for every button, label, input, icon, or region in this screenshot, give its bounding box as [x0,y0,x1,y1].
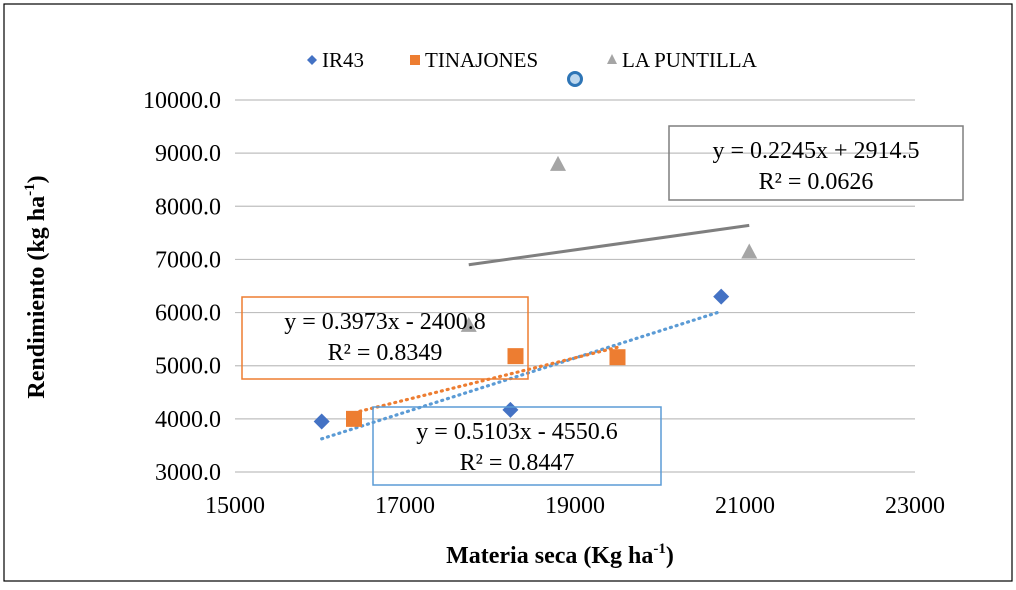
y-axis-ticks: 3000.0 4000.0 5000.0 6000.0 7000.0 8000.0 9000… [143,88,221,486]
x-axis-ticks: 15000 17000 19000 21000 23000 [205,493,945,519]
r-squared-label: R² = 0.0626 [759,169,874,195]
data-point [550,155,566,171]
legend-marker [607,54,617,64]
x-tick-label: 15000 [205,493,265,519]
data-point [609,349,626,366]
trendline [468,223,750,267]
trendline-equations: y = 0.5103x - 4550.6 R² = 0.8447 y = 0.397… [241,125,964,486]
data-point [713,288,730,305]
data-point [313,413,330,430]
data-point [460,316,477,332]
legend-marker [307,55,317,65]
trendline-equation: y = 0.5103x - 4550.6 [416,419,618,445]
y-axis-title: Rendimiento (kg ha-1) [22,175,50,398]
r-squared-label: R² = 0.8349 [328,340,443,366]
y-tick-label: 7000.0 [155,247,221,273]
y-tick-label: 3000.0 [155,460,221,486]
equation-box [668,125,964,201]
legend-label: LA PUNTILLA [622,48,758,72]
equation-box [241,296,529,380]
trendline-equation: y = 0.2245x + 2914.5 [712,138,919,164]
legend: IR43 TINAJONES LA PUNTILLA [307,48,758,72]
trendline-equation: y = 0.3973x - 2400.8 [284,309,486,335]
data-points [313,155,758,430]
data-point [741,243,758,259]
data-point [502,401,519,418]
y-tick-label: 10000.0 [143,88,221,114]
legend-marker [410,55,420,65]
y-tick-label: 4000.0 [155,407,221,433]
x-axis-title: Materia seca (Kg ha-1) [446,541,674,569]
y-tick-label: 9000.0 [155,141,221,167]
stray-circle-marker [567,71,583,87]
legend-label: TINAJONES [425,48,538,72]
x-tick-label: 23000 [885,493,945,519]
trendline [320,309,723,441]
r-squared-label: R² = 0.8447 [460,450,575,476]
equation-box [372,406,662,486]
x-tick-label: 17000 [375,493,435,519]
y-tick-label: 5000.0 [155,354,221,380]
y-tick-label: 6000.0 [155,301,221,327]
trendlines [320,223,750,441]
data-point [346,410,362,427]
x-tick-label: 19000 [545,493,605,519]
x-tick-label: 21000 [715,493,775,519]
data-point [507,348,524,365]
legend-label: IR43 [322,48,364,72]
y-tick-label: 8000.0 [155,194,221,220]
